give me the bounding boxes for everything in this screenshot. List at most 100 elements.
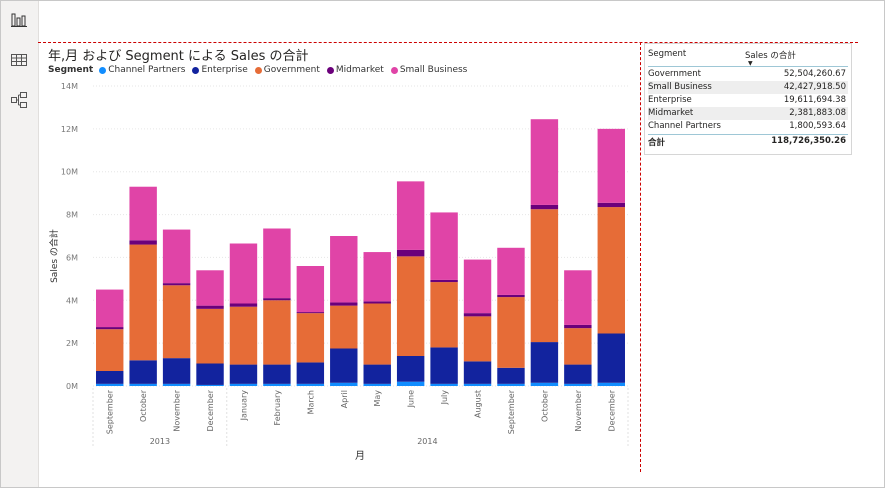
bar-segment[interactable] <box>497 367 525 384</box>
x-tick-label: October <box>540 389 549 422</box>
bar-segment[interactable] <box>263 228 291 299</box>
model-view-icon[interactable] <box>9 90 29 110</box>
bar-segment[interactable] <box>229 306 258 365</box>
bar-segment[interactable] <box>463 383 492 386</box>
bar-segment[interactable] <box>430 282 458 348</box>
bar-segment[interactable] <box>263 298 291 301</box>
bar-segment[interactable] <box>96 371 124 384</box>
bar-segment[interactable] <box>597 207 625 334</box>
bar-segment[interactable] <box>330 382 358 386</box>
bar-segment[interactable] <box>363 301 391 304</box>
bar-segment[interactable] <box>296 362 325 384</box>
table-row[interactable]: Small Business 42,427,918.50 <box>648 81 848 94</box>
bar-segment[interactable] <box>263 300 291 365</box>
bar-segment[interactable] <box>196 308 224 364</box>
bar-segment[interactable] <box>497 297 525 368</box>
bar-segment[interactable] <box>597 128 625 203</box>
bar-segment[interactable] <box>396 381 425 386</box>
bar-segment[interactable] <box>430 383 458 386</box>
bar-segment[interactable] <box>463 316 492 362</box>
bar-segment[interactable] <box>396 181 425 250</box>
bar-segment[interactable] <box>463 361 492 384</box>
bar-segment[interactable] <box>396 249 425 257</box>
bar-segment[interactable] <box>229 383 258 386</box>
bar-segment[interactable] <box>263 383 291 386</box>
bar-segment[interactable] <box>363 303 391 365</box>
data-view-icon[interactable] <box>9 50 29 70</box>
bar-segment[interactable] <box>162 283 191 286</box>
bar-segment[interactable] <box>530 382 559 386</box>
bar-segment[interactable] <box>597 382 625 386</box>
bar-segment[interactable] <box>96 383 124 386</box>
bar-segment[interactable] <box>363 252 391 302</box>
legend-item-enterprise[interactable]: Enterprise <box>192 65 248 75</box>
bar-segment[interactable] <box>497 383 525 386</box>
bar-segment[interactable] <box>463 259 492 314</box>
bar-segment[interactable] <box>229 364 258 384</box>
bar-segment[interactable] <box>564 328 592 365</box>
bar-segment[interactable] <box>229 243 258 304</box>
legend-item-small-business[interactable]: Small Business <box>390 65 467 75</box>
bar-segment[interactable] <box>564 364 592 384</box>
table-row[interactable]: Midmarket 2,381,883.08 <box>648 107 848 120</box>
legend-item-channel-partners[interactable]: Channel Partners <box>99 65 185 75</box>
table-row[interactable]: Channel Partners 1,800,593.64 <box>648 120 848 133</box>
table-row[interactable]: Enterprise 19,611,694.38 <box>648 94 848 107</box>
bar-segment[interactable] <box>96 327 124 330</box>
bar-segment[interactable] <box>162 285 191 359</box>
bar-segment[interactable] <box>396 356 425 382</box>
table-cell-value: 52,504,260.67 <box>783 69 846 79</box>
bar-segment[interactable] <box>430 347 458 384</box>
table-row[interactable]: Government 52,504,260.67 <box>648 68 848 81</box>
bar-segment[interactable] <box>162 358 191 384</box>
report-view-icon[interactable] <box>9 10 29 30</box>
bar-segment[interactable] <box>196 305 224 309</box>
bar-segment[interactable] <box>530 342 559 383</box>
column-header-sales[interactable]: Sales の合計 <box>745 51 796 61</box>
bar-segment[interactable] <box>296 313 325 363</box>
bar-segment[interactable] <box>430 279 458 283</box>
bar-segment[interactable] <box>330 348 358 383</box>
bar-segment[interactable] <box>530 119 559 205</box>
bar-segment[interactable] <box>129 360 157 384</box>
bar-segment[interactable] <box>597 202 625 208</box>
bar-segment[interactable] <box>96 289 124 328</box>
sort-descending-icon[interactable]: ▼ <box>748 60 753 67</box>
bar-segment[interactable] <box>396 256 425 356</box>
x-tick-label: November <box>574 389 583 431</box>
legend-dot <box>192 66 200 74</box>
bar-segment[interactable] <box>497 247 525 295</box>
bar-segment[interactable] <box>530 209 559 343</box>
bar-segment[interactable] <box>162 229 191 284</box>
bar-segment[interactable] <box>196 384 224 386</box>
bar-segment[interactable] <box>497 294 525 298</box>
bar-segment[interactable] <box>129 244 157 361</box>
bar-segment[interactable] <box>229 303 258 307</box>
bar-segment[interactable] <box>162 383 191 386</box>
bar-segment[interactable] <box>196 270 224 306</box>
bar-segment[interactable] <box>564 270 592 325</box>
bar-segment[interactable] <box>296 312 325 314</box>
bar-segment[interactable] <box>597 333 625 383</box>
bar-segment[interactable] <box>129 240 157 245</box>
bar-segment[interactable] <box>363 383 391 386</box>
bar-segment[interactable] <box>564 383 592 386</box>
bar-segment[interactable] <box>430 212 458 280</box>
column-header-segment[interactable]: Segment <box>648 49 687 59</box>
bar-segment[interactable] <box>129 186 157 241</box>
bar-segment[interactable] <box>463 313 492 317</box>
bar-segment[interactable] <box>530 204 559 210</box>
legend-item-midmarket[interactable]: Midmarket <box>326 65 384 75</box>
bar-segment[interactable] <box>196 363 224 385</box>
bar-segment[interactable] <box>296 383 325 386</box>
bar-segment[interactable] <box>564 324 592 329</box>
bar-segment[interactable] <box>330 302 358 306</box>
bar-segment[interactable] <box>129 383 157 386</box>
bar-segment[interactable] <box>363 364 391 384</box>
bar-segment[interactable] <box>96 329 124 371</box>
bar-segment[interactable] <box>263 364 291 384</box>
bar-segment[interactable] <box>330 236 358 303</box>
bar-segment[interactable] <box>330 305 358 349</box>
bar-segment[interactable] <box>296 266 325 313</box>
legend-item-government[interactable]: Government <box>254 65 320 75</box>
